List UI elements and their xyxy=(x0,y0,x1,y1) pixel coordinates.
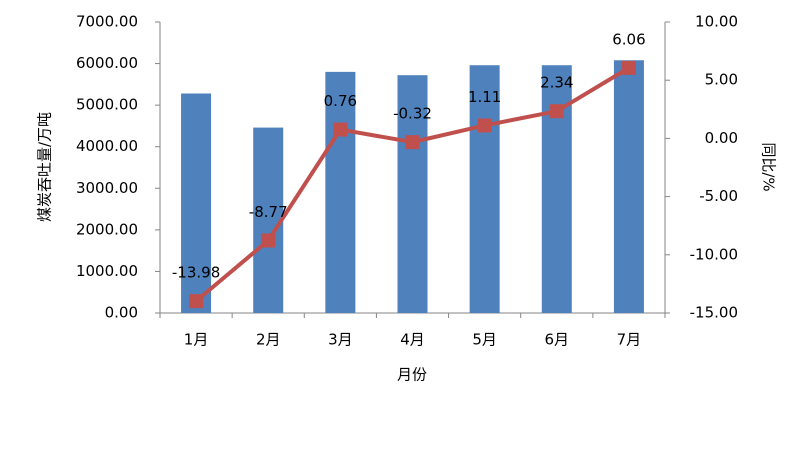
data-label: 2.34 xyxy=(540,74,573,92)
y-tick-label: 6000.00 xyxy=(76,54,138,72)
line-marker xyxy=(549,104,564,119)
y2-tick-label: 0.00 xyxy=(705,129,738,147)
bar xyxy=(541,65,572,313)
x-axis-label: 月份 xyxy=(397,366,427,384)
bar xyxy=(253,127,284,313)
y2-axis-label: 同比/% xyxy=(760,142,778,191)
y-tick-label: 7000.00 xyxy=(76,13,138,31)
x-tick-label: 5月 xyxy=(472,331,497,349)
y2-tick-label: 5.00 xyxy=(705,71,738,89)
line-marker xyxy=(333,122,348,137)
bar xyxy=(325,71,356,313)
y-tick-label: 4000.00 xyxy=(76,137,138,155)
bar xyxy=(469,65,500,313)
line-marker xyxy=(405,135,420,150)
y-tick-label: 3000.00 xyxy=(76,179,138,197)
data-label: 6.06 xyxy=(612,30,645,48)
bar xyxy=(181,93,212,313)
bar xyxy=(397,75,428,313)
y-tick-label: 1000.00 xyxy=(76,262,138,280)
data-label: 0.76 xyxy=(324,92,357,110)
y2-tick-label: -5.00 xyxy=(699,187,738,205)
x-tick-label: 7月 xyxy=(617,331,642,349)
data-label: 1.11 xyxy=(468,88,501,106)
data-label: -0.32 xyxy=(393,105,432,123)
y2-tick-label: -15.00 xyxy=(690,304,738,322)
x-tick-label: 4月 xyxy=(400,331,425,349)
data-label: -13.98 xyxy=(172,264,220,282)
y-axis-label: 煤炭吞吐量/万吨 xyxy=(36,112,54,222)
y-tick-label: 0.00 xyxy=(105,304,138,322)
y-tick-label: 5000.00 xyxy=(76,96,138,114)
line-marker xyxy=(189,294,204,309)
y2-tick-label: 10.00 xyxy=(695,13,738,31)
data-label: -8.77 xyxy=(249,203,288,221)
y2-tick-label: -10.00 xyxy=(690,245,738,263)
x-tick-label: 6月 xyxy=(545,331,570,349)
y-tick-label: 2000.00 xyxy=(76,220,138,238)
x-tick-label: 1月 xyxy=(184,331,209,349)
line-marker xyxy=(477,118,492,133)
line-marker xyxy=(621,60,636,75)
line-marker xyxy=(261,233,276,248)
bar xyxy=(613,60,644,314)
x-tick-label: 3月 xyxy=(328,331,353,349)
x-tick-label: 2月 xyxy=(256,331,281,349)
